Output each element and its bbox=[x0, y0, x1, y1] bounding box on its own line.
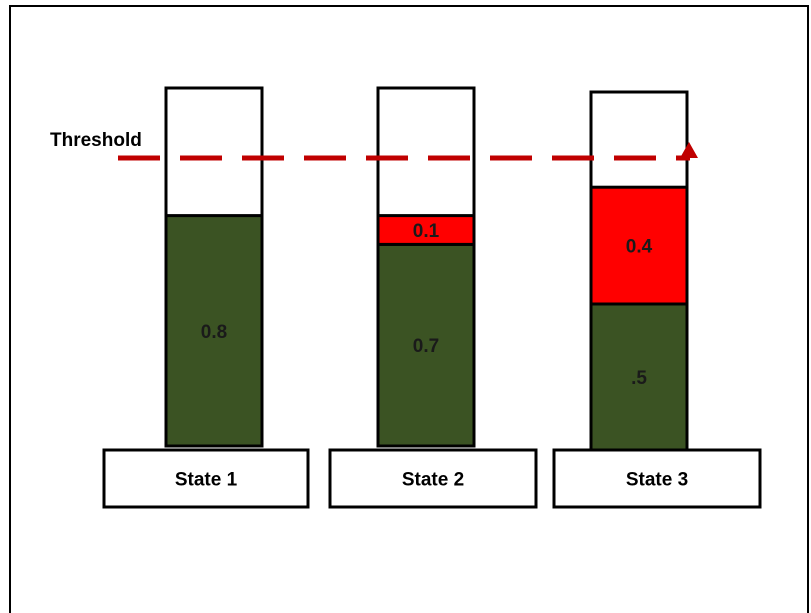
bar-segment bbox=[376, 242, 476, 448]
bar-segment bbox=[376, 214, 476, 246]
bar-segment bbox=[589, 185, 689, 306]
state-label-box bbox=[328, 448, 538, 509]
threshold-label: Threshold bbox=[50, 130, 142, 151]
bar-segment bbox=[164, 214, 264, 448]
segment-value-label: 0.8 bbox=[201, 322, 227, 343]
state-bars: 0.8 State 1 0.7 0.1 State 2 .5 0.4 State 3 bbox=[102, 86, 762, 509]
state-label-box bbox=[102, 448, 310, 509]
segment-value-label: .5 bbox=[631, 368, 647, 389]
segment-value-label: 0.1 bbox=[413, 221, 440, 242]
state-label-box bbox=[552, 448, 762, 509]
state-label: State 2 bbox=[402, 470, 464, 491]
threshold-line-group: Threshold bbox=[50, 130, 698, 161]
segment-value-label: 0.4 bbox=[626, 237, 653, 258]
bar-segment bbox=[589, 302, 689, 452]
state-label: State 3 bbox=[626, 470, 688, 491]
threshold-arrow-icon bbox=[680, 142, 698, 158]
segment-value-label: 0.7 bbox=[413, 336, 439, 357]
state-label: State 1 bbox=[175, 470, 238, 491]
